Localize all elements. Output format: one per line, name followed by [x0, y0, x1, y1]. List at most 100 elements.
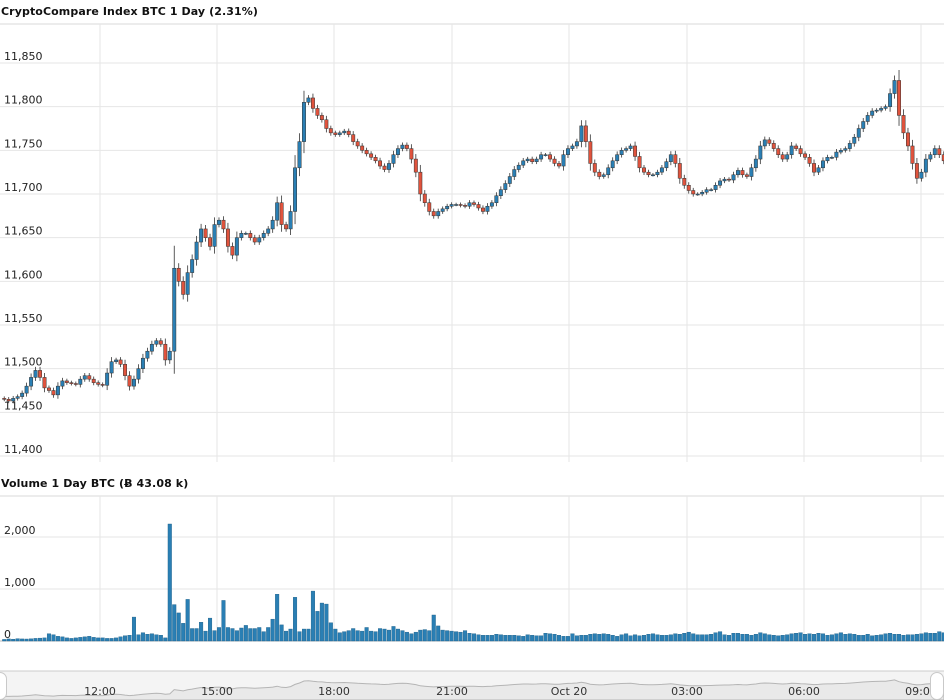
candle [248, 230, 253, 241]
candle [418, 164, 423, 202]
candle [261, 230, 266, 241]
x-tick-label: 18:00 [318, 685, 350, 698]
candle [105, 368, 110, 391]
volume-bar [552, 634, 557, 642]
candle [422, 190, 427, 207]
candle [199, 223, 204, 248]
candle [601, 172, 606, 179]
volume-bar [525, 634, 530, 642]
candle [691, 187, 696, 197]
candle [498, 186, 503, 200]
candle [932, 145, 937, 158]
volume-bar [472, 633, 477, 642]
candle [445, 203, 450, 212]
volume-bar [337, 632, 342, 642]
candle [776, 145, 781, 158]
candle [369, 151, 374, 160]
volume-bar [574, 635, 579, 642]
volume-bar [516, 635, 521, 642]
x-tick-label: 12:00 [84, 685, 116, 698]
candle [69, 380, 74, 386]
candle [566, 145, 570, 158]
volume-bar [2, 639, 7, 642]
volume-chart-title: Volume 1 Day BTC (Ƀ 43.08 k) [1, 477, 189, 490]
volume-bar [440, 629, 445, 642]
volume-bar [521, 636, 526, 642]
volume-bar [686, 631, 691, 642]
volume-bar [463, 630, 468, 642]
candle [624, 146, 629, 153]
volume-bar [767, 634, 772, 642]
candle [333, 130, 338, 137]
volume-bar [261, 631, 266, 642]
candle [521, 157, 526, 169]
volume-bar [485, 635, 490, 642]
volume-series [2, 523, 944, 642]
candle [664, 158, 669, 172]
candle [914, 157, 919, 184]
candle [360, 143, 365, 154]
candle [516, 162, 521, 173]
volume-bar [507, 635, 512, 642]
candle [73, 381, 78, 387]
candle [512, 166, 517, 181]
volume-bar [740, 634, 745, 642]
navigator-handle-left[interactable] [0, 672, 7, 700]
volume-bar [342, 631, 347, 642]
candle [870, 108, 875, 119]
candle [530, 156, 535, 165]
volume-bar [29, 638, 34, 642]
candle [172, 245, 177, 374]
volume-bar [46, 633, 51, 642]
candle [489, 200, 494, 209]
candle [919, 168, 924, 182]
candle [561, 150, 566, 171]
candle [659, 164, 664, 176]
volume-bar [172, 604, 177, 642]
volume-bar [677, 634, 682, 642]
volume-bar [404, 631, 409, 642]
candle [167, 347, 172, 364]
candle [413, 154, 418, 178]
navigator[interactable] [0, 670, 944, 700]
candle [780, 151, 785, 162]
candle [762, 136, 767, 150]
candle [812, 159, 816, 177]
volume-bar [480, 635, 485, 642]
navigator-handle-right[interactable] [930, 672, 944, 700]
volume-bar [539, 635, 544, 642]
volume-bar [588, 634, 593, 642]
candle [449, 202, 454, 209]
volume-bar [11, 638, 16, 642]
volume-bar [923, 632, 928, 642]
price-y-tick-label: 11,550 [4, 312, 43, 325]
candle [682, 174, 687, 189]
candle [767, 137, 772, 146]
candle [60, 377, 65, 390]
volume-bar [888, 633, 893, 642]
volume-bar [762, 633, 767, 642]
candle [865, 112, 870, 125]
candle [539, 151, 544, 162]
candle [96, 380, 101, 387]
volume-bar [695, 634, 700, 642]
volume-bar [905, 634, 910, 642]
x-tick-labels: 12:00 15:00 18:00 21:00 Oct 20 03:00 06:00 09:0… [84, 685, 937, 698]
volume-bar [883, 633, 888, 642]
volume-bar [328, 622, 333, 642]
candle [136, 364, 141, 384]
candle [874, 108, 879, 113]
volume-bar [615, 636, 620, 642]
volume-bar [843, 634, 848, 642]
volume-bar [78, 637, 83, 642]
volume-bar [333, 628, 338, 642]
volume-bar [807, 633, 812, 642]
volume-bar [301, 628, 306, 642]
candle [785, 151, 790, 162]
candle [552, 156, 557, 167]
volume-bar [284, 630, 289, 642]
candle [306, 95, 311, 106]
candle [888, 88, 893, 112]
candle [454, 202, 459, 207]
candle [328, 125, 333, 136]
